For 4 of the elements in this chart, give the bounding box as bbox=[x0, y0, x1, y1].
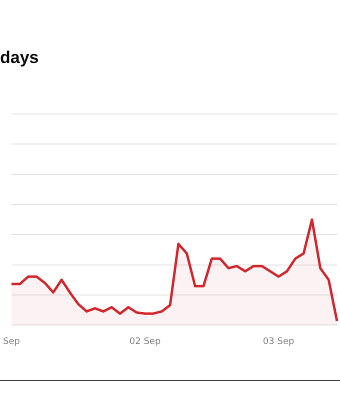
x-tick-label: 02 Sep bbox=[129, 336, 161, 347]
chart-title: days bbox=[0, 48, 39, 68]
x-tick-label: Sep bbox=[2, 336, 20, 347]
x-tick-label: 03 Sep bbox=[262, 336, 294, 347]
